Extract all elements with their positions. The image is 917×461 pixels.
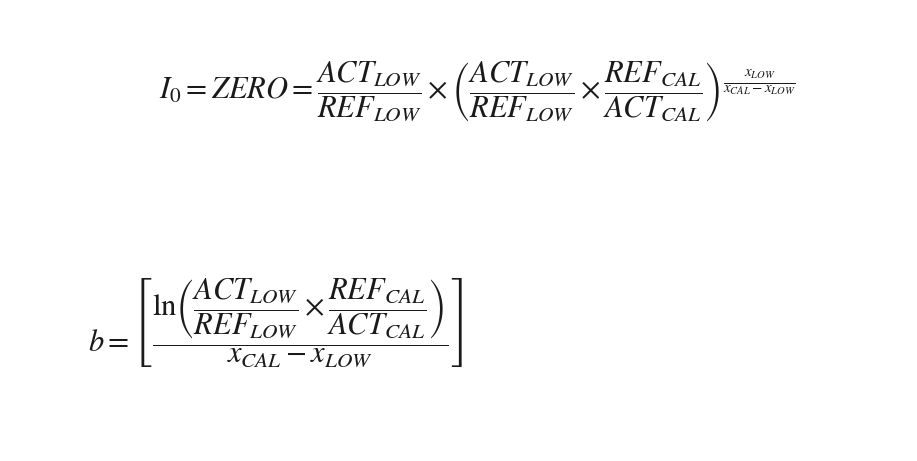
- Text: $b = \left[\dfrac{\ln\!\left(\dfrac{ACT_{LOW}}{REF_{LOW}} \times \dfrac{REF_{CAL: $b = \left[\dfrac{\ln\!\left(\dfrac{ACT_…: [87, 276, 463, 370]
- Text: $I_0 = ZERO = \dfrac{ACT_{LOW}}{REF_{LOW}} \times \left(\dfrac{ACT_{LOW}}{REF_{L: $I_0 = ZERO = \dfrac{ACT_{LOW}}{REF_{LOW…: [159, 60, 795, 124]
